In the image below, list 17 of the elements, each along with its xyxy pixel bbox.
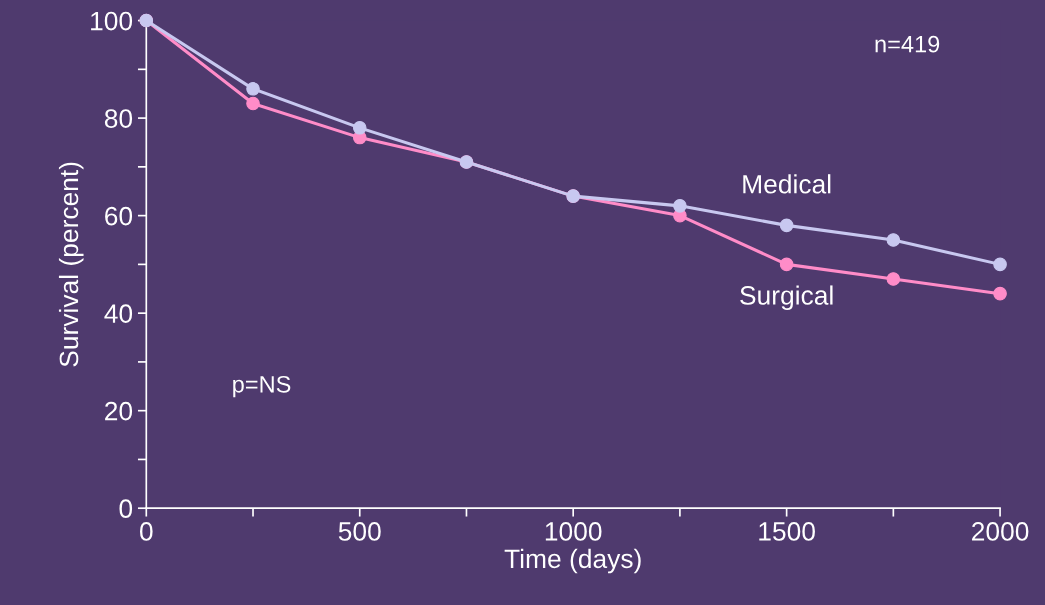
annotation: p=NS: [233, 375, 291, 398]
x-tick-label: 2000: [972, 522, 1029, 541]
y-tick-label: 20: [105, 401, 133, 421]
y-tick-label: 100: [91, 11, 133, 31]
x-tick-label: 1000: [545, 522, 602, 541]
x-tick-label: 500: [338, 522, 381, 541]
x-tick-label: 1500: [759, 522, 815, 541]
series-label: Surgical: [740, 285, 833, 311]
annotation: n=419: [875, 35, 940, 53]
y-tick-label: 60: [105, 206, 133, 226]
x-axis-title: Time (days): [504, 548, 641, 574]
series-label: Medical: [743, 174, 831, 194]
x-tick-label: 0: [139, 522, 153, 541]
y-axis-title: Survival (percent): [58, 162, 84, 367]
y-tick-label: 80: [104, 109, 133, 128]
y-tick-label: 0: [119, 499, 133, 519]
y-tick-label: 40: [104, 304, 133, 323]
